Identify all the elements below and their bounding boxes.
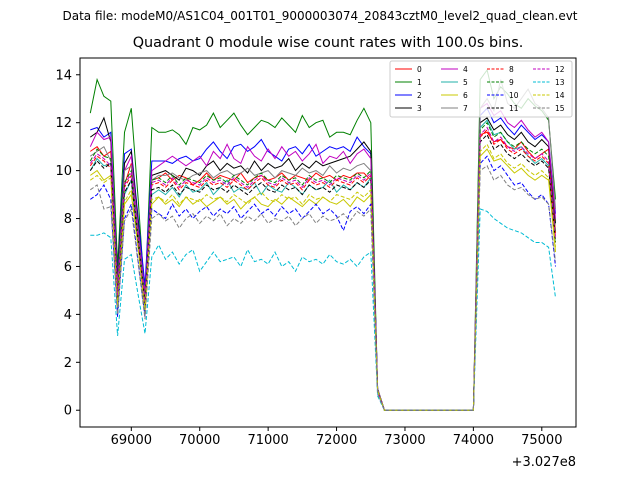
axis-ticks: 69000 70000 71000 72000 73000 74000 75000 0 2 4 6 8…	[55, 68, 562, 448]
series-line-6	[90, 148, 556, 411]
axes-frame	[79, 57, 577, 428]
series-line-11	[89, 133, 556, 411]
y-tick-label: 8	[64, 212, 72, 227]
series-line-10	[90, 155, 556, 411]
series-line-3	[90, 116, 556, 411]
legend-label-5: 5	[463, 78, 468, 87]
legend-label-3: 3	[417, 104, 422, 113]
legend-label-10: 10	[509, 91, 519, 100]
x-tick-label: 75000	[521, 433, 562, 448]
legend-label-11: 11	[509, 104, 519, 113]
legend-label-4: 4	[463, 65, 468, 74]
legend-label-12: 12	[555, 65, 565, 74]
legend-label-8: 8	[509, 65, 514, 74]
y-tick-label: 0	[64, 404, 72, 419]
legend-label-15: 15	[555, 104, 565, 113]
series-line-2	[90, 107, 556, 411]
x-offset-label: +3.027e8	[512, 455, 576, 470]
x-tick-label: 72000	[316, 433, 357, 448]
chart-title: Quadrant 0 module wise count rates with …	[132, 35, 524, 51]
legend-label-6: 6	[463, 91, 468, 100]
figure-suptitle: Data file: modeM0/AS1C04_001T01_90000030…	[62, 9, 578, 23]
series-line-14	[90, 143, 556, 411]
y-tick-label: 2	[64, 356, 72, 371]
x-tick-label: 73000	[384, 433, 425, 448]
legend-label-1: 1	[417, 78, 422, 87]
series-line-0	[90, 131, 556, 411]
series-line-7	[90, 79, 556, 411]
legend-label-9: 9	[509, 78, 514, 87]
x-tick-label: 69000	[111, 433, 152, 448]
y-tick-label: 12	[55, 116, 72, 131]
series-line-15	[90, 165, 556, 411]
y-tick-label: 14	[55, 68, 72, 83]
series-line-12	[89, 126, 556, 411]
x-tick-label: 70000	[179, 433, 220, 448]
series-line-8	[89, 129, 556, 411]
plot-lines	[89, 68, 556, 411]
x-tick-label: 71000	[247, 433, 288, 448]
legend-label-7: 7	[463, 104, 468, 113]
legend-label-14: 14	[555, 91, 565, 100]
legend-label-13: 13	[555, 78, 565, 87]
legend-label-0: 0	[417, 65, 422, 74]
series-line-13	[90, 208, 556, 411]
y-tick-label: 10	[55, 164, 72, 179]
legend-box	[389, 60, 573, 118]
y-tick-label: 6	[64, 260, 72, 275]
y-tick-label: 4	[64, 308, 72, 323]
legend-label-2: 2	[417, 91, 422, 100]
series-line-4	[89, 102, 556, 411]
x-tick-label: 74000	[453, 433, 494, 448]
